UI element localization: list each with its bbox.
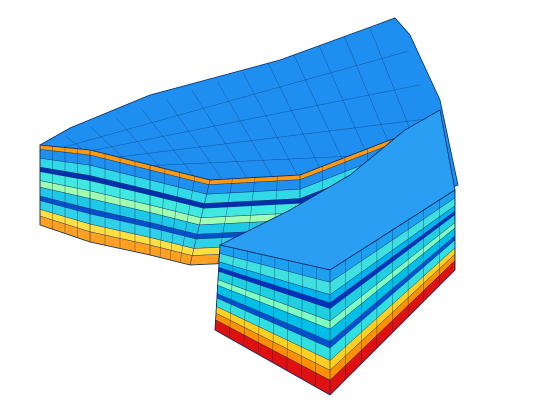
column-line [159, 168, 166, 258]
column-line [169, 172, 181, 261]
column-line [179, 176, 196, 263]
column-line [243, 251, 248, 347]
grid-line [242, 72, 301, 181]
face-outline [214, 189, 456, 396]
grid-line [191, 90, 248, 180]
right-wing-face [214, 189, 456, 396]
column-line [286, 260, 289, 371]
column-line [189, 179, 211, 266]
column-line [315, 266, 317, 387]
grid-line [49, 51, 408, 152]
grid-line [166, 99, 222, 179]
grid-line [217, 81, 275, 181]
column-line [257, 254, 262, 355]
column-line [272, 257, 276, 363]
grid-line [141, 108, 196, 179]
column-line [301, 263, 303, 379]
grid-line [59, 84, 421, 158]
column-line [229, 248, 234, 339]
grid-line [69, 117, 433, 164]
grid-line [267, 63, 327, 182]
